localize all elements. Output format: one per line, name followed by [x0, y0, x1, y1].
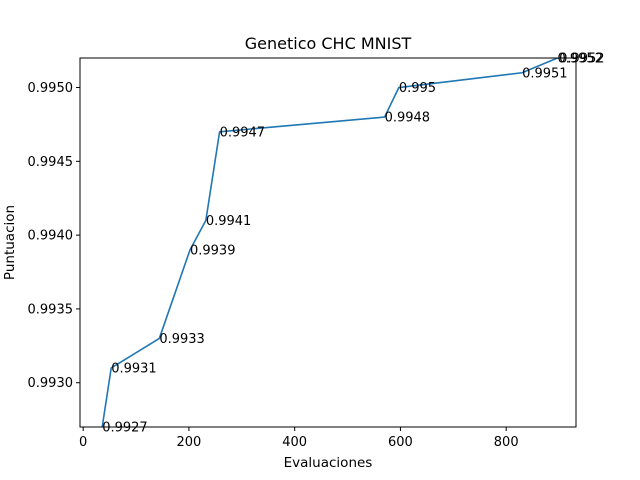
y-axis: 0.9930 0.9935 0.9940 0.9945 0.9950 — [28, 81, 80, 391]
y-tick-label: 0.9950 — [28, 81, 74, 96]
data-label: 0.9952 — [559, 52, 605, 67]
plot-area — [80, 58, 576, 427]
x-tick-label: 0 — [79, 435, 87, 450]
x-axis-label: Evaluaciones — [284, 455, 373, 471]
x-tick-label: 800 — [494, 435, 519, 450]
y-tick-label: 0.9930 — [28, 376, 74, 391]
x-axis: 0 200 400 600 800 — [79, 427, 519, 450]
data-label: 0.9933 — [159, 332, 205, 347]
y-tick-label: 0.9935 — [28, 302, 74, 317]
series-line — [101, 58, 560, 427]
data-label: 0.9931 — [111, 361, 157, 376]
data-label: 0.9951 — [522, 66, 568, 81]
x-tick-label: 600 — [388, 435, 413, 450]
data-label: 0.9952 — [557, 52, 603, 67]
x-tick-label: 200 — [177, 435, 202, 450]
data-label: 0.9939 — [190, 243, 236, 258]
data-label: 0.9948 — [385, 111, 431, 126]
y-tick-label: 0.9940 — [28, 229, 74, 244]
data-label: 0.9927 — [102, 421, 148, 436]
x-tick-label: 400 — [282, 435, 307, 450]
data-label: 0.9941 — [206, 214, 252, 229]
data-label: 0.995 — [399, 81, 436, 96]
y-axis-label: Puntuacion — [2, 205, 18, 280]
chart-title: Genetico CHC MNIST — [245, 34, 412, 53]
series-layer — [101, 58, 560, 427]
y-tick-label: 0.9945 — [28, 155, 74, 170]
data-label: 0.9947 — [220, 125, 266, 140]
plot-frame — [79, 57, 577, 428]
